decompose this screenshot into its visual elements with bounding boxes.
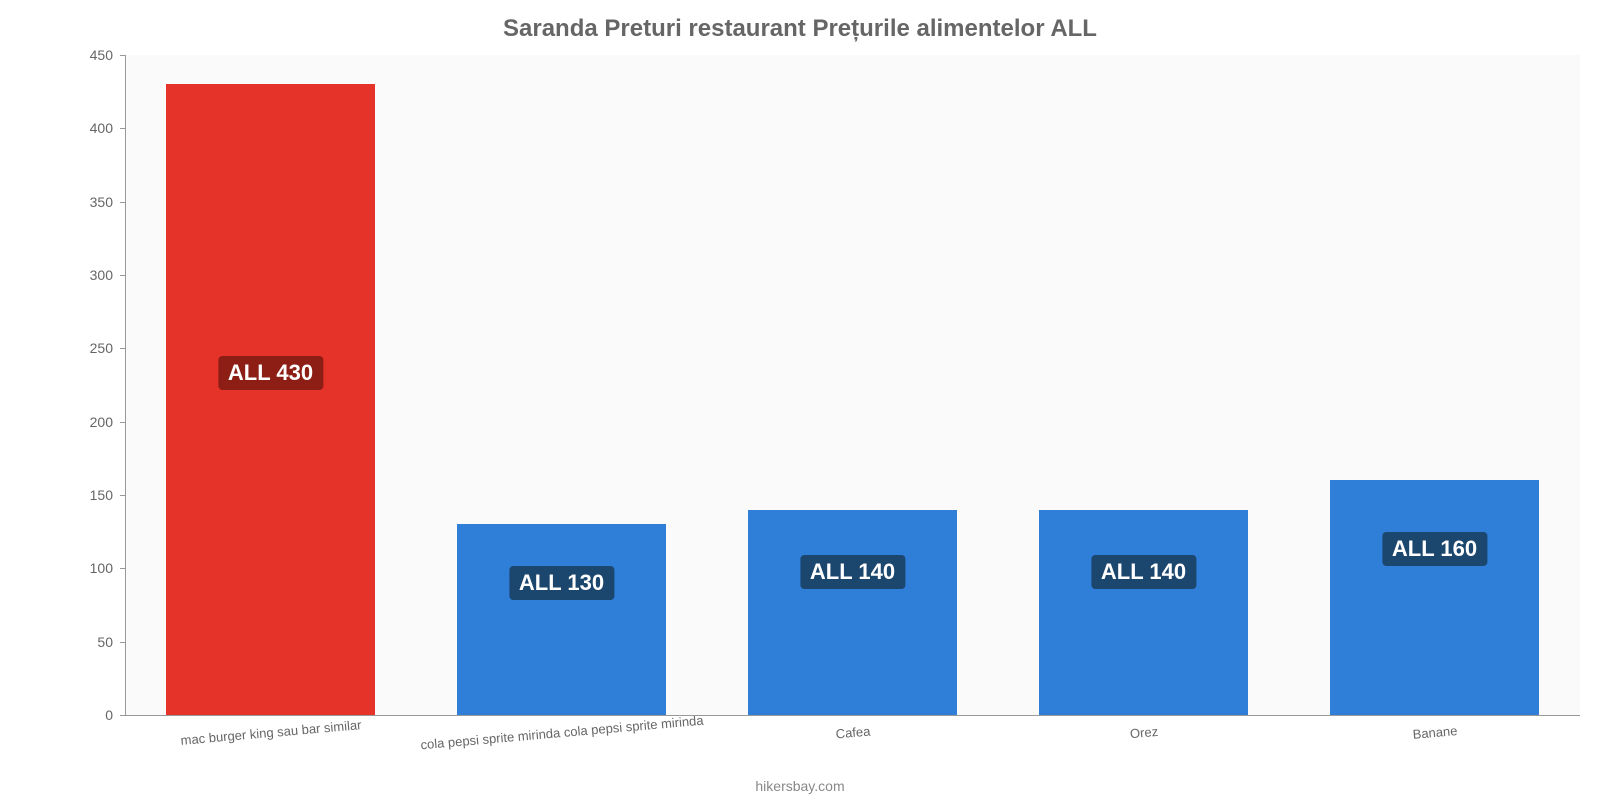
y-tick-label: 300: [0, 267, 113, 283]
y-tick-mark: [120, 275, 125, 276]
x-tick-label: Banane: [1412, 723, 1458, 742]
y-tick-label: 50: [0, 634, 113, 650]
x-tick-label: mac burger king sau bar similar: [180, 717, 362, 748]
y-tick-mark: [120, 202, 125, 203]
y-tick-label: 150: [0, 487, 113, 503]
y-tick-mark: [120, 715, 125, 716]
y-tick-mark: [120, 422, 125, 423]
x-tick-label: Orez: [1129, 724, 1158, 741]
y-tick-mark: [120, 495, 125, 496]
value-label: ALL 140: [800, 555, 905, 589]
bar: [1330, 480, 1540, 715]
chart-title: Saranda Preturi restaurant Prețurile ali…: [0, 15, 1600, 43]
y-tick-label: 100: [0, 560, 113, 576]
y-tick-mark: [120, 348, 125, 349]
y-tick-label: 0: [0, 707, 113, 723]
bar-chart: Saranda Preturi restaurant Prețurile ali…: [0, 0, 1600, 800]
bar: [1039, 510, 1249, 715]
y-tick-mark: [120, 128, 125, 129]
value-label: ALL 160: [1382, 532, 1487, 566]
y-tick-label: 350: [0, 194, 113, 210]
y-tick-mark: [120, 642, 125, 643]
y-tick-label: 450: [0, 47, 113, 63]
y-tick-label: 200: [0, 414, 113, 430]
value-label: ALL 430: [218, 356, 323, 390]
y-tick-mark: [120, 55, 125, 56]
x-tick-label: cola pepsi sprite mirinda cola pepsi spr…: [419, 713, 703, 753]
y-tick-label: 250: [0, 340, 113, 356]
y-tick-label: 400: [0, 120, 113, 136]
bar: [166, 84, 376, 715]
y-axis: [125, 55, 126, 715]
attribution: hikersbay.com: [0, 778, 1600, 794]
x-tick-label: Cafea: [835, 724, 871, 742]
value-label: ALL 140: [1091, 555, 1196, 589]
bar: [457, 524, 667, 715]
bar: [748, 510, 958, 715]
x-axis: [125, 715, 1580, 716]
value-label: ALL 130: [509, 566, 614, 600]
y-tick-mark: [120, 568, 125, 569]
